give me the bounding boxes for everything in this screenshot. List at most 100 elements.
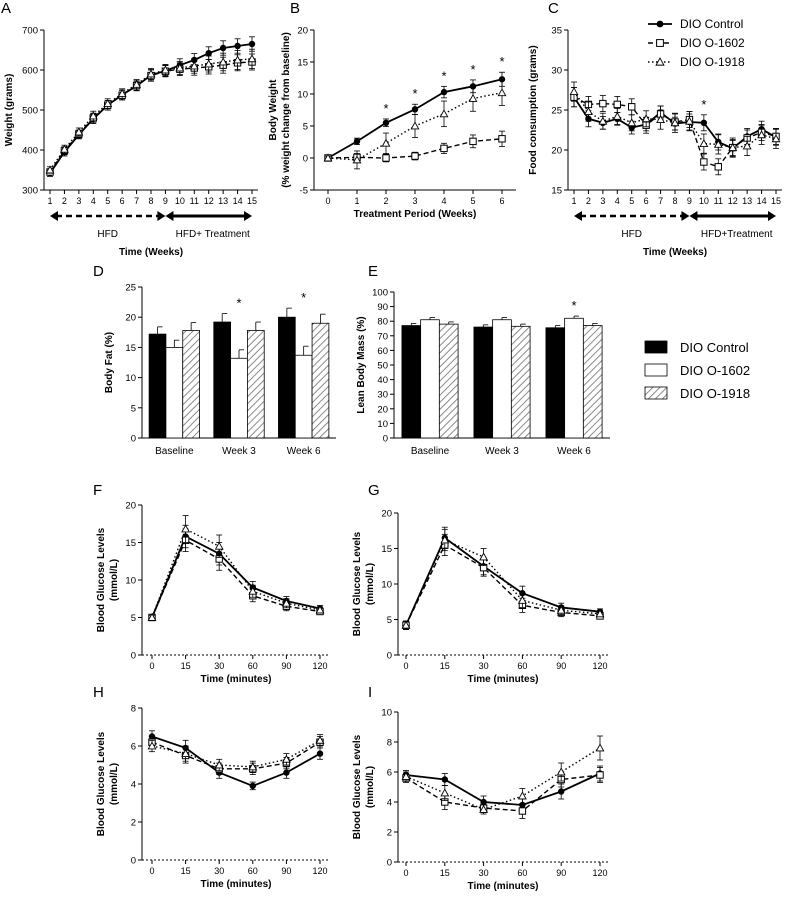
x-axis-label: Time (minutes) xyxy=(201,879,272,890)
bar xyxy=(582,325,603,439)
y-tick-label: 35 xyxy=(551,26,562,37)
x-tick-label: 90 xyxy=(281,866,291,876)
series-line-3 xyxy=(151,528,321,618)
y-tick-label: 50 xyxy=(377,361,388,372)
x-axis-label: Time (Weeks) xyxy=(119,247,183,258)
x-tick-label: 7 xyxy=(658,196,663,206)
data-point xyxy=(440,535,450,544)
data-point xyxy=(214,760,224,769)
data-point xyxy=(641,114,651,123)
y-axis-label: Lean Body Mass (%) xyxy=(356,316,367,413)
phase-label-hfd: HFD xyxy=(621,229,642,240)
data-point xyxy=(401,620,411,629)
x-tick-label: 1 xyxy=(571,196,576,206)
x-tick-label: 0 xyxy=(325,196,330,206)
x-tick-label: 2 xyxy=(586,196,591,206)
data-point xyxy=(598,116,608,125)
series-line-1 xyxy=(405,772,601,806)
data-point xyxy=(498,135,506,143)
x-tick-label: 30 xyxy=(214,661,224,671)
y-axis-label: Body Weight xyxy=(268,79,279,141)
y-tick-label: -5 xyxy=(300,186,308,197)
data-point xyxy=(469,137,477,146)
arrow-head xyxy=(768,211,776,221)
data-point xyxy=(656,114,666,123)
bar xyxy=(165,346,184,439)
significance-mark: * xyxy=(301,290,306,305)
data-point xyxy=(283,769,290,776)
y-tick-label: 600 xyxy=(22,66,38,77)
x-tick-label: 6 xyxy=(499,196,504,206)
significance-mark: * xyxy=(441,68,446,83)
data-point xyxy=(205,50,212,57)
y-tick-label: 10 xyxy=(381,708,392,719)
y-tick-label: 5 xyxy=(387,615,392,626)
y-tick-label: 0 xyxy=(131,856,136,867)
y-tick-label: 8 xyxy=(131,704,136,715)
x-tick-label: 3 xyxy=(412,196,417,206)
x-tick-label: 90 xyxy=(281,661,291,671)
panel-label-I: I xyxy=(368,684,372,701)
y-axis-label-units: (mmol/L) xyxy=(109,559,120,601)
panel-label-G: G xyxy=(368,482,380,499)
data-point xyxy=(596,771,604,779)
y-axis-label: Weight (grams) xyxy=(4,74,15,147)
data-point xyxy=(498,76,506,83)
y-tick-label: 15 xyxy=(125,538,136,549)
y-tick-label: 8 xyxy=(387,738,392,749)
x-tick-label: 3 xyxy=(76,196,81,206)
data-point xyxy=(558,788,565,795)
bar xyxy=(247,330,265,439)
data-point xyxy=(214,541,224,550)
bar xyxy=(311,322,330,439)
x-tick-label: 1 xyxy=(354,196,359,206)
data-point xyxy=(147,741,157,750)
x-tick-label: 60 xyxy=(248,661,258,671)
series-line-2 xyxy=(405,543,601,626)
data-point xyxy=(132,79,142,88)
bar xyxy=(473,326,494,439)
series-line-3 xyxy=(151,739,321,768)
panel-label-B: B xyxy=(290,0,300,17)
x-tick-label: 7 xyxy=(134,196,139,206)
x-tick-label: Week 6 xyxy=(287,446,321,457)
x-tick-label: 120 xyxy=(592,661,607,671)
arrow-head xyxy=(244,211,252,221)
data-point xyxy=(556,767,566,776)
arrow-head xyxy=(165,211,174,221)
y-tick-label: 0 xyxy=(387,858,392,869)
data-point xyxy=(147,612,157,621)
y-axis-label: Body Fat (%) xyxy=(104,332,115,393)
series-line-2 xyxy=(151,741,321,770)
x-tick-label: 11 xyxy=(190,196,199,206)
x-tick-label: 5 xyxy=(470,196,475,206)
y-axis-label: Blood Glucose Levels xyxy=(96,731,107,836)
data-point xyxy=(315,735,325,744)
bar xyxy=(564,317,584,439)
data-point xyxy=(595,609,605,618)
series-line-2 xyxy=(151,539,321,618)
y-tick-label: 15 xyxy=(381,544,392,555)
y-tick-label: 90 xyxy=(377,302,388,313)
data-point xyxy=(248,762,258,771)
panel-label-E: E xyxy=(368,263,378,280)
data-point xyxy=(742,141,752,150)
bar xyxy=(182,330,200,439)
y-tick-label: 10 xyxy=(125,576,136,587)
x-tick-label: 60 xyxy=(517,868,527,878)
x-tick-label: Baseline xyxy=(155,446,194,457)
x-tick-label: 60 xyxy=(517,661,527,671)
x-tick-label: 8 xyxy=(148,196,153,206)
x-axis-label: Time (minutes) xyxy=(468,674,539,685)
y-tick-label: 10 xyxy=(297,90,308,101)
y-axis-label: Blood Glucose Levels xyxy=(352,734,363,839)
legend-swatch-3 xyxy=(644,386,668,400)
y-tick-label: 500 xyxy=(22,106,38,117)
y-tick-label: 300 xyxy=(22,186,38,197)
y-tick-label: 20 xyxy=(297,26,308,37)
x-tick-label: 90 xyxy=(556,661,566,671)
y-tick-label: 15 xyxy=(125,343,136,354)
x-tick-label: 4 xyxy=(615,196,620,206)
